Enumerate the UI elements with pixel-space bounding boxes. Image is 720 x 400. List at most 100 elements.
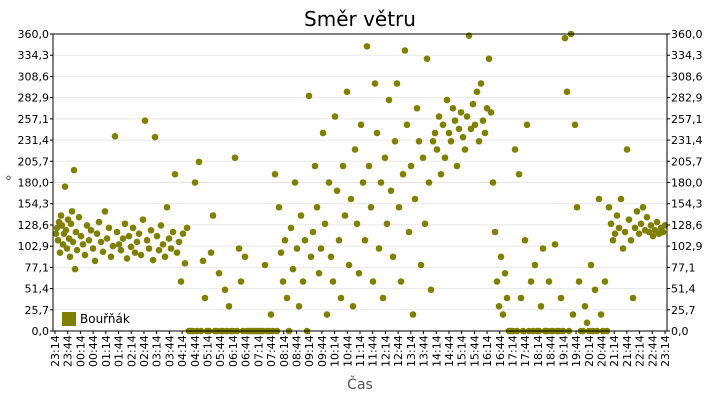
x-tick-label: 07:44: [265, 335, 278, 367]
data-point: [489, 179, 497, 186]
data-point: [595, 195, 603, 203]
data-point: [149, 256, 157, 264]
data-point: [649, 232, 657, 240]
data-point: [469, 100, 477, 108]
data-point: [393, 80, 401, 87]
data-point: [617, 195, 625, 203]
data-point: [131, 249, 139, 256]
data-point: [125, 232, 133, 240]
data-point: [379, 294, 387, 302]
data-point: [627, 236, 635, 244]
data-point: [475, 137, 483, 145]
y-tick-label-left: 180,0: [18, 177, 50, 190]
x-tick-label: 21:44: [621, 335, 634, 367]
data-point: [63, 245, 71, 252]
data-point: [429, 137, 437, 145]
x-tick-label: 15:44: [468, 335, 481, 367]
data-point: [619, 245, 627, 252]
data-point: [471, 121, 479, 129]
y-axis-label: °: [5, 174, 12, 190]
data-point: [359, 179, 367, 186]
data-point: [343, 88, 351, 96]
y-tick-label-right: 231,4: [671, 134, 703, 147]
data-point: [77, 232, 85, 240]
y-axis-left: 0,0 25,7 51,4 77,1 102,9 128,6 154,3 180,0 205,7…: [18, 28, 53, 338]
data-point: [52, 230, 60, 237]
y-tick-label-right: 308,6: [671, 70, 703, 83]
x-tick-label: 08:14: [278, 335, 291, 367]
data-point: [79, 241, 87, 248]
data-point: [163, 203, 171, 211]
data-point: [399, 170, 407, 178]
data-point: [421, 220, 429, 228]
data-point: [179, 230, 187, 237]
data-point: [447, 137, 455, 145]
data-point: [581, 302, 589, 310]
data-point: [365, 162, 373, 170]
y-tick-label-right: 25,7: [671, 304, 696, 317]
data-point: [57, 212, 65, 219]
data-point: [93, 230, 101, 237]
data-point: [183, 224, 191, 232]
data-point: [317, 245, 325, 252]
data-point: [521, 236, 529, 244]
data-point: [571, 121, 579, 129]
data-point: [157, 222, 165, 229]
legend-swatch: [62, 312, 76, 326]
x-tick-label: 14:14: [430, 335, 443, 367]
data-point: [575, 278, 583, 285]
data-point: [443, 96, 451, 104]
data-point: [337, 294, 345, 302]
y-tick-label-left: 360,0: [18, 28, 50, 41]
data-point: [367, 203, 375, 211]
data-point: [83, 222, 91, 229]
data-point: [235, 245, 243, 252]
data-points: [52, 30, 669, 335]
data-point: [279, 278, 287, 285]
data-point: [477, 80, 485, 87]
data-point: [335, 236, 343, 244]
data-point: [445, 129, 453, 137]
data-point: [145, 245, 153, 252]
data-point: [499, 311, 507, 318]
plot-frame: [52, 33, 668, 332]
data-point: [349, 302, 357, 310]
data-point: [53, 224, 61, 232]
x-tick-label: 09:14: [303, 335, 316, 367]
data-point: [563, 88, 571, 96]
data-point: [171, 170, 179, 178]
data-point: [111, 133, 119, 140]
data-point: [175, 238, 183, 246]
x-tick-label: 05:14: [202, 335, 215, 367]
data-point: [91, 257, 99, 265]
x-tick-label: 11:44: [367, 335, 380, 367]
data-point: [605, 203, 613, 211]
data-point: [583, 319, 591, 327]
data-point: [551, 241, 559, 248]
data-point: [347, 195, 355, 203]
data-point: [545, 278, 553, 285]
data-point: [483, 104, 491, 112]
data-point: [69, 238, 77, 246]
data-point: [635, 230, 643, 237]
data-point: [281, 236, 289, 244]
data-point: [479, 117, 487, 124]
data-point: [113, 228, 121, 236]
data-point: [601, 278, 609, 285]
data-point: [607, 220, 615, 228]
data-point: [637, 220, 645, 228]
y-tick-label-right: 205,7: [671, 155, 703, 168]
data-point: [381, 154, 389, 162]
x-tick-label: 13:44: [418, 335, 431, 367]
x-tick-label: 00:14: [74, 335, 87, 367]
data-point: [391, 137, 399, 145]
data-point: [377, 179, 385, 186]
data-point: [357, 121, 365, 129]
data-point: [231, 154, 239, 162]
legend-label: Bouřňák: [80, 312, 130, 326]
data-point: [329, 278, 337, 285]
data-point: [139, 216, 147, 223]
data-point: [97, 238, 105, 246]
data-point: [315, 269, 323, 277]
data-point: [413, 104, 421, 112]
